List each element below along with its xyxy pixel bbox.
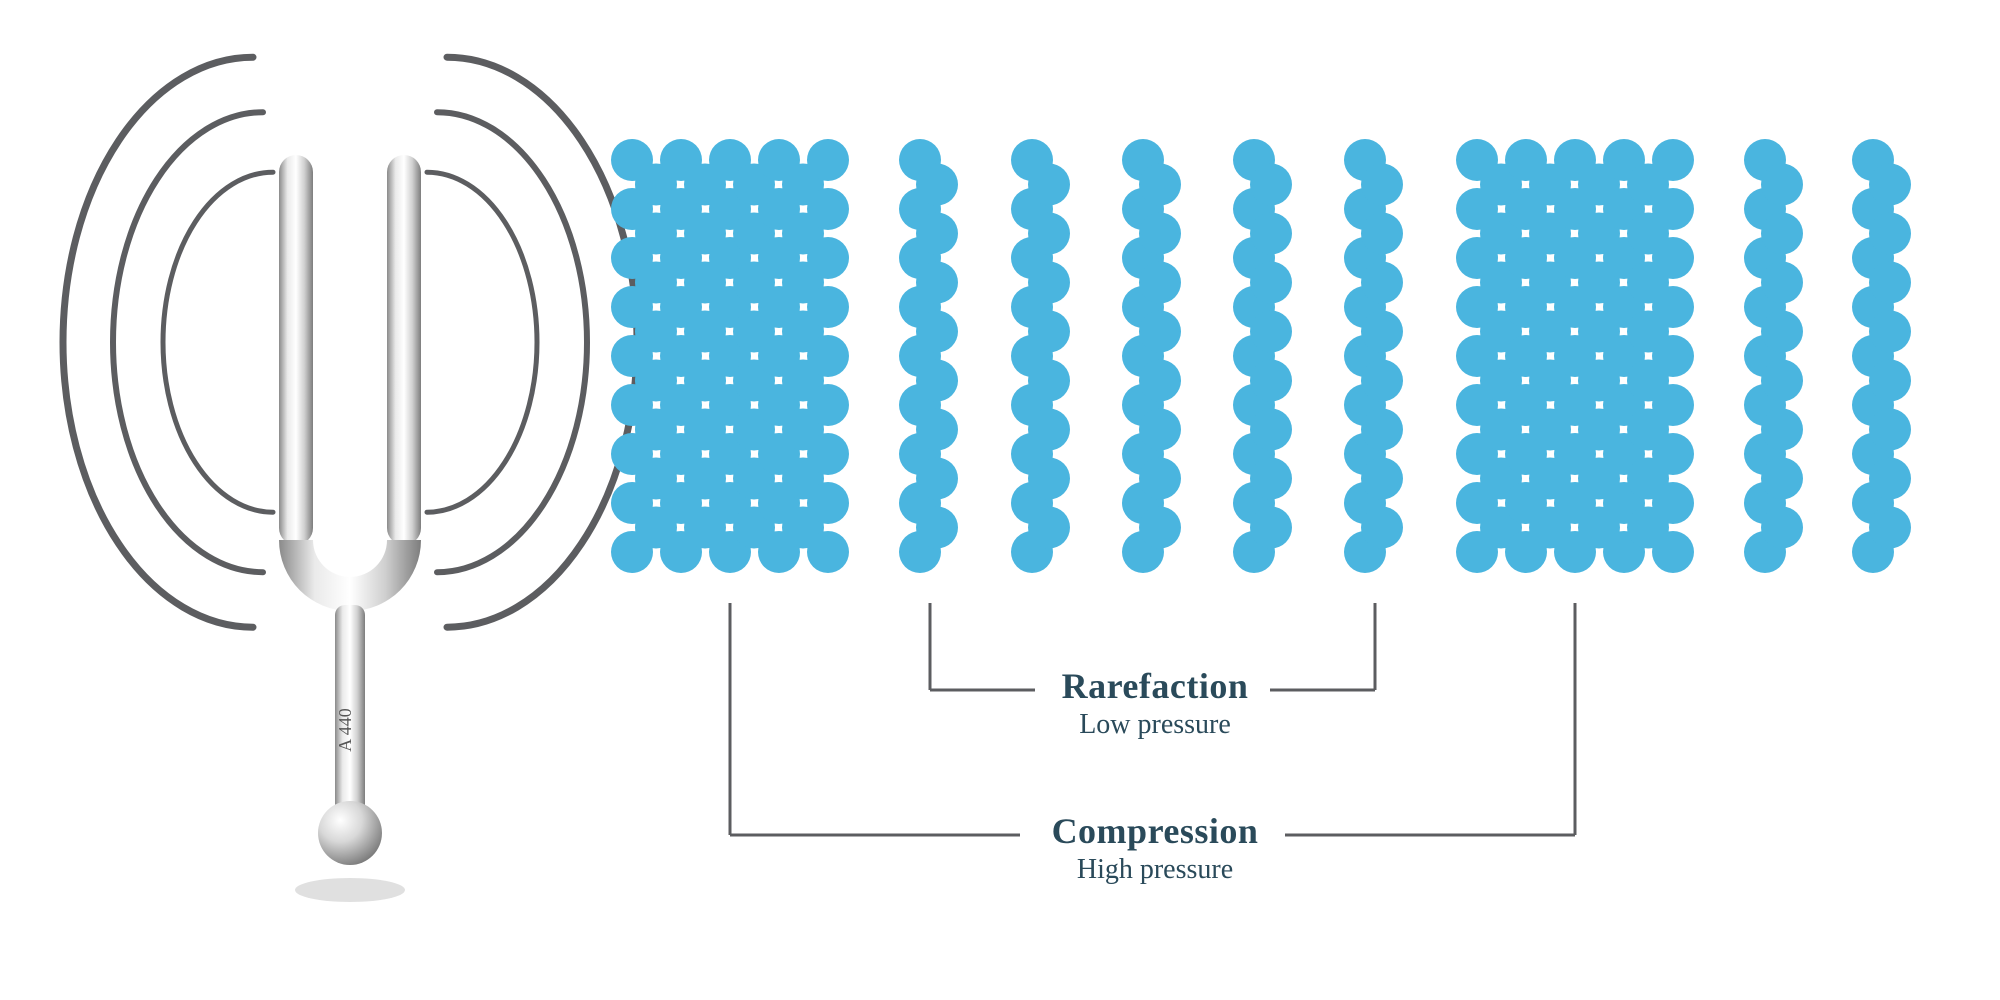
- rarefaction-sub: Low pressure: [1010, 709, 1300, 741]
- particle-field: [611, 139, 1911, 573]
- compression-title: Compression: [990, 810, 1320, 852]
- rarefaction-label: Rarefaction Low pressure: [1010, 665, 1300, 741]
- rarefaction-title: Rarefaction: [1010, 665, 1300, 707]
- compression-sub: High pressure: [990, 854, 1320, 886]
- fork-inscription: A 440: [335, 708, 355, 752]
- compression-label: Compression High pressure: [990, 810, 1320, 886]
- diagram-stage: A 440 Rarefaction Low pressure Compressi…: [0, 0, 2000, 1000]
- tuning-fork: A 440: [63, 57, 637, 902]
